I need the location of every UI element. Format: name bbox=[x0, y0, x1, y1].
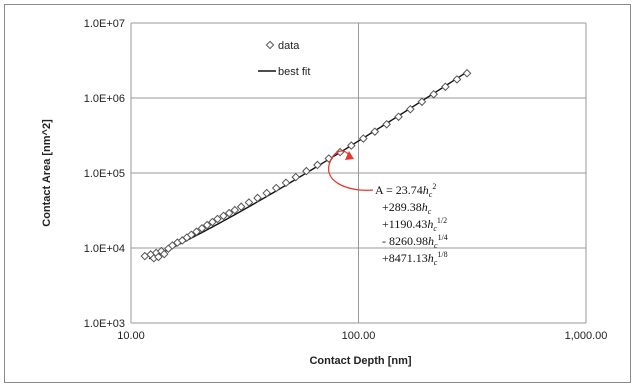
data-point bbox=[452, 75, 462, 84]
x-tick-label: 1,000.00 bbox=[565, 330, 608, 342]
data-point bbox=[262, 188, 272, 198]
data-point bbox=[429, 90, 438, 99]
data-point bbox=[406, 104, 415, 114]
legend-label-data: data bbox=[278, 40, 300, 52]
fit-equation-line: A = 23.74hc2 bbox=[375, 182, 436, 199]
data-point bbox=[359, 134, 368, 143]
data-point bbox=[244, 198, 254, 207]
legend-label-best-fit: best fit bbox=[278, 66, 310, 78]
data-point bbox=[291, 172, 301, 182]
data-point bbox=[230, 205, 240, 215]
data-point bbox=[219, 211, 228, 221]
data-point bbox=[394, 112, 403, 122]
y-tick-label: 1.0E+04 bbox=[84, 243, 125, 255]
fit-equation-line: +289.38hc bbox=[382, 200, 432, 216]
fit-equation-line: +8471.13hc1/8 bbox=[382, 250, 448, 267]
data-point bbox=[302, 166, 311, 176]
data-point bbox=[236, 202, 246, 212]
data-point bbox=[186, 230, 196, 240]
data-point bbox=[382, 119, 391, 129]
fit-equation-line: +1190.43hc1/2 bbox=[382, 216, 447, 233]
data-point bbox=[197, 224, 207, 233]
y-axis-title: Contact Area [nm^2] bbox=[41, 119, 53, 227]
x-tick-label: 10.00 bbox=[117, 330, 145, 342]
data-point bbox=[208, 217, 217, 227]
data-point bbox=[192, 227, 201, 236]
x-axis-title: Contact Depth [nm] bbox=[309, 355, 411, 367]
data-point bbox=[281, 178, 291, 188]
fit-equation-line: - 8260.98hc1/4 bbox=[382, 233, 448, 250]
data-point bbox=[347, 141, 356, 150]
data-point bbox=[324, 154, 334, 163]
data-point bbox=[271, 183, 281, 193]
legend-marker-data bbox=[265, 40, 275, 50]
y-tick-label: 1.0E+06 bbox=[84, 93, 125, 105]
data-point bbox=[168, 241, 177, 250]
data-point bbox=[253, 193, 262, 203]
annotation-arrowhead bbox=[345, 151, 354, 160]
data-point bbox=[159, 249, 169, 259]
data-point bbox=[462, 68, 472, 78]
log-log-chart: 1.0E+03 1.0E+04 1.0E+05 1.0E+06 1.0E+07 10.00… bbox=[41, 18, 608, 367]
data-point bbox=[370, 127, 380, 136]
data-point bbox=[202, 220, 212, 230]
data-point bbox=[213, 214, 222, 224]
y-tick-label: 1.0E+07 bbox=[84, 18, 125, 30]
y-tick-label: 1.0E+05 bbox=[84, 168, 125, 180]
data-point bbox=[313, 160, 322, 170]
data-point bbox=[441, 82, 450, 92]
chart-frame: 1.0E+03 1.0E+04 1.0E+05 1.0E+06 1.0E+07 10.00… bbox=[4, 4, 631, 383]
data-point bbox=[154, 252, 163, 262]
data-point bbox=[224, 208, 234, 218]
data-point bbox=[417, 97, 427, 107]
x-tick-label: 100.00 bbox=[342, 330, 376, 342]
annotation-arrow bbox=[328, 150, 374, 191]
y-tick-label: 1.0E+03 bbox=[84, 318, 125, 330]
